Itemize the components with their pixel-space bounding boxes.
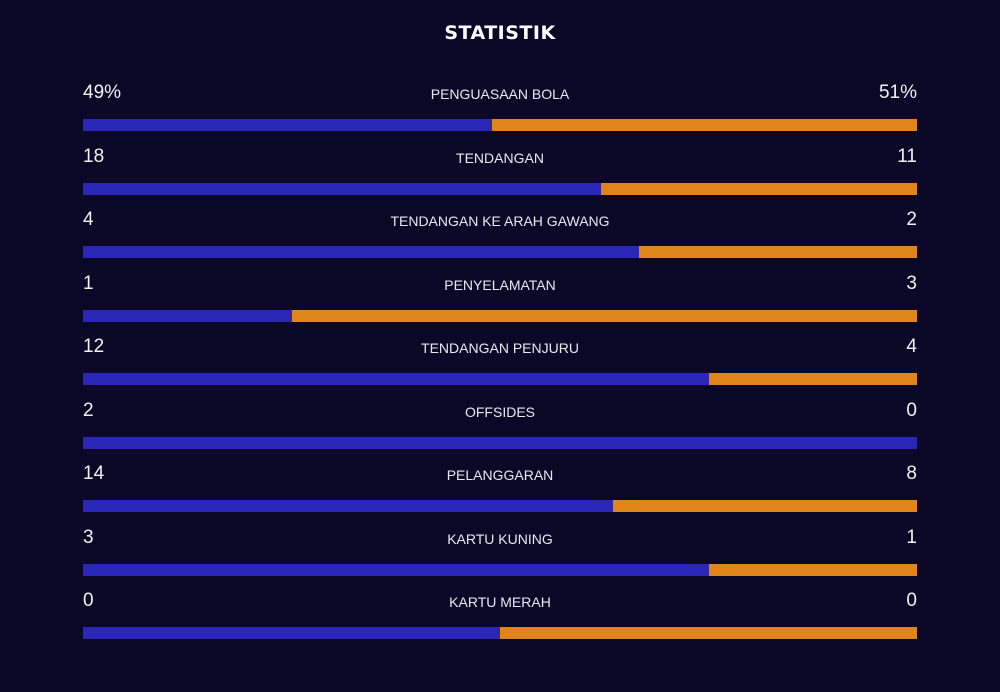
stat-row: 14 PELANGGARAN 8 <box>83 461 917 525</box>
comparison-bar <box>83 373 917 385</box>
home-bar-fill <box>83 500 614 512</box>
away-bar-fill <box>491 119 917 131</box>
stat-row: 1 PENYELAMATAN 3 <box>83 271 917 335</box>
comparison-bar <box>83 246 917 258</box>
home-bar-fill <box>83 309 292 322</box>
stat-label: OFFSIDES <box>464 403 535 420</box>
away-value: 8 <box>906 463 917 484</box>
home-bar-fill <box>83 246 640 258</box>
comparison-bar <box>83 436 917 449</box>
home-value: 2 <box>83 399 94 421</box>
away-bar-fill <box>708 373 917 385</box>
home-value: 18 <box>83 145 105 167</box>
stat-label: KARTU MERAH <box>449 594 551 610</box>
stat-label: KARTU KUNING <box>447 530 553 547</box>
away-value: 11 <box>897 145 917 167</box>
comparison-bar <box>83 309 917 322</box>
away-value: 2 <box>906 209 917 230</box>
away-bar-fill <box>639 246 917 258</box>
away-bar-fill <box>708 563 917 576</box>
away-bar-fill <box>500 627 917 639</box>
home-value: 12 <box>83 336 105 357</box>
away-bar-fill <box>291 309 917 322</box>
away-value: 4 <box>906 336 917 357</box>
stat-label: PENYELAMATAN <box>444 276 556 293</box>
home-bar-fill <box>83 119 492 131</box>
away-value: 51% <box>878 82 917 103</box>
comparison-bar <box>83 500 917 512</box>
stat-label: TENDANGAN PENJURU <box>421 340 579 356</box>
home-value: 49% <box>83 82 122 103</box>
stat-label: TENDANGAN <box>456 149 544 166</box>
home-value: 4 <box>83 209 94 230</box>
home-value: 1 <box>83 272 94 294</box>
home-value: 14 <box>83 463 105 484</box>
comparison-bar <box>83 182 917 195</box>
stat-row: 12 TENDANGAN PENJURU 4 <box>83 334 917 398</box>
home-bar-fill <box>83 182 601 195</box>
comparison-bar <box>83 627 917 639</box>
stat-row: 3 KARTU KUNING 1 <box>83 525 917 589</box>
away-value: 0 <box>906 590 917 611</box>
home-bar-fill <box>83 627 500 639</box>
stat-row: 18 TENDANGAN 11 <box>83 144 917 208</box>
away-value: 0 <box>906 399 917 421</box>
stats-list: 49% PENGUASAAN BOLA 51% 18 TENDANGAN 11 … <box>83 80 917 652</box>
away-bar-fill <box>613 500 917 512</box>
home-value: 0 <box>83 590 94 611</box>
stat-row: 0 KARTU MERAH 0 <box>83 588 917 652</box>
stat-label: TENDANGAN KE ARAH GAWANG <box>390 213 610 229</box>
page-title: STATISTIK <box>444 22 556 44</box>
away-bar-fill <box>600 182 917 195</box>
comparison-bar <box>83 563 917 576</box>
stat-row: 2 OFFSIDES 0 <box>83 398 917 462</box>
stat-label: PENGUASAAN BOLA <box>430 86 570 102</box>
stat-label: PELANGGARAN <box>446 467 554 483</box>
away-value: 1 <box>906 526 917 548</box>
stat-row: 4 TENDANGAN KE ARAH GAWANG 2 <box>83 207 917 271</box>
home-value: 3 <box>83 526 94 548</box>
stat-row: 49% PENGUASAAN BOLA 51% <box>83 80 917 144</box>
home-bar-fill <box>83 563 709 576</box>
comparison-bar <box>83 119 917 131</box>
home-bar-fill <box>83 373 709 385</box>
home-bar-fill <box>83 436 917 449</box>
away-value: 3 <box>906 272 917 294</box>
